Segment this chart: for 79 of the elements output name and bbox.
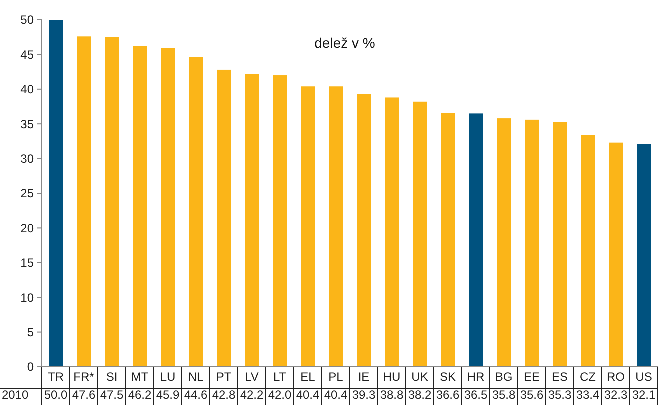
y-tick-label: 20 xyxy=(20,221,34,236)
x-tick-label: US xyxy=(636,370,652,384)
bar xyxy=(161,48,175,367)
y-tick-label: 15 xyxy=(20,256,34,270)
y-tick-label: 40 xyxy=(20,82,34,97)
bar xyxy=(357,94,371,367)
bar xyxy=(441,112,455,367)
data-label: 42.8 xyxy=(212,388,236,402)
data-label: 50.0 xyxy=(44,388,68,402)
y-tick-label: 30 xyxy=(20,152,34,166)
data-label: 38.2 xyxy=(408,388,432,402)
x-tick-label: EE xyxy=(524,370,540,384)
bar xyxy=(273,76,287,367)
y-tick-label: 35 xyxy=(20,117,34,132)
data-label: 38.8 xyxy=(380,388,404,402)
bar xyxy=(245,74,259,367)
x-tick-label: PT xyxy=(216,370,232,384)
x-tick-label: LT xyxy=(273,370,288,384)
x-tick-label: MT xyxy=(131,370,150,384)
bar xyxy=(637,144,651,367)
x-tick-label: PL xyxy=(328,370,344,384)
data-label: 40.4 xyxy=(324,388,348,402)
text: delež v % xyxy=(314,35,376,51)
data-label: 32.3 xyxy=(604,388,628,402)
x-tick-label: EL xyxy=(300,370,316,384)
x-tick-label: HR xyxy=(467,370,485,384)
data-label: 46.2 xyxy=(128,388,152,402)
x-tick-label: IE xyxy=(358,370,370,384)
data-label: 47.6 xyxy=(72,388,96,402)
bar xyxy=(609,142,623,367)
x-tick-label: NL xyxy=(188,370,204,384)
bar xyxy=(329,86,343,367)
x-tick-label: FR* xyxy=(74,370,95,384)
data-label: 47.5 xyxy=(100,388,124,402)
bar xyxy=(469,114,483,367)
x-tick-label: CZ xyxy=(580,370,596,384)
bar xyxy=(105,37,119,367)
bar xyxy=(189,57,203,367)
x-tick-label: RO xyxy=(607,370,625,384)
x-tick-label: BG xyxy=(495,370,513,384)
bar xyxy=(77,36,91,367)
x-tick-label: SI xyxy=(106,370,118,384)
bar xyxy=(525,120,539,367)
data-label: 45.9 xyxy=(156,388,180,402)
bar xyxy=(413,102,427,367)
data-label: 36.6 xyxy=(436,388,460,402)
data-label: 36.5 xyxy=(464,388,488,402)
data-label: 35.8 xyxy=(492,388,516,402)
x-tick-label: LV xyxy=(245,370,259,384)
data-label: 42.0 xyxy=(268,388,292,402)
bar xyxy=(301,86,315,367)
x-tick-label: LU xyxy=(160,370,176,384)
data-label: 39.3 xyxy=(352,388,376,402)
y-tick-label: 0 xyxy=(27,360,34,374)
y-tick-label: 5 xyxy=(27,326,34,340)
y-tick-label: 25 xyxy=(20,186,34,201)
bar xyxy=(49,20,63,367)
bar xyxy=(553,122,567,367)
bar xyxy=(497,118,511,367)
x-tick-label: TR xyxy=(48,370,64,384)
y-tick-label: 45 xyxy=(20,48,34,62)
bar xyxy=(133,46,147,367)
x-tick-label: HU xyxy=(383,370,401,384)
bar xyxy=(385,98,399,367)
data-label: 35.3 xyxy=(548,388,572,402)
y-tick-label: 10 xyxy=(20,290,34,305)
text: 2010 xyxy=(2,388,30,402)
y-tick-label: 50 xyxy=(20,13,34,28)
data-label: 35.6 xyxy=(520,388,544,402)
data-label: 44.6 xyxy=(184,388,208,402)
data-label: 32.1 xyxy=(632,388,656,402)
bar xyxy=(581,135,595,367)
data-label: 40.4 xyxy=(296,388,320,402)
x-tick-label: ES xyxy=(552,370,568,384)
x-tick-label: UK xyxy=(412,370,428,384)
data-label: 42.2 xyxy=(240,388,264,402)
data-label: 33.4 xyxy=(576,388,600,402)
x-tick-label: SK xyxy=(440,370,456,384)
bar xyxy=(217,70,231,367)
